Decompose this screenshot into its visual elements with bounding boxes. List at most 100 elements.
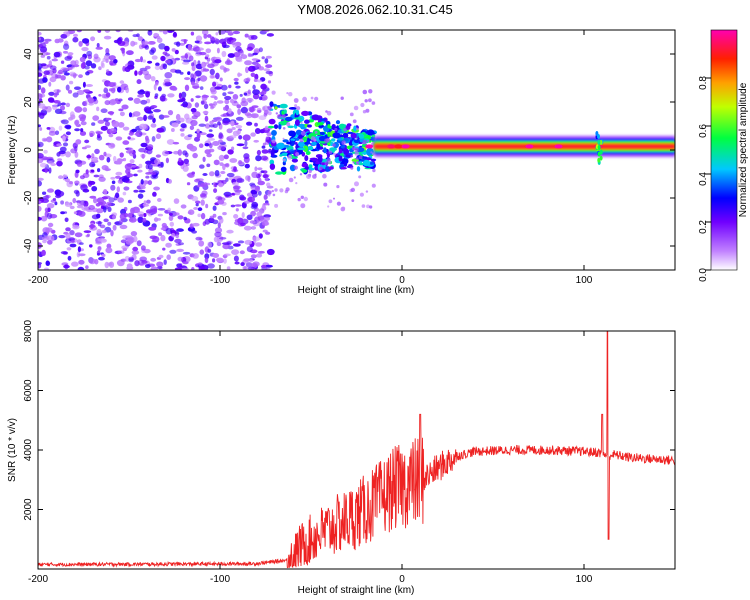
- noise-blob: [110, 87, 116, 94]
- spectrogram-y-label: Frequency (Hz): [7, 116, 18, 185]
- noise-blob: [167, 207, 171, 213]
- noise-blob: [247, 175, 251, 182]
- noise-blob: [162, 150, 169, 157]
- transition-blob: [269, 159, 275, 165]
- transition-halo-dot: [333, 197, 335, 200]
- noise-blob: [101, 229, 107, 234]
- noise-blob: [157, 198, 162, 202]
- noise-blob: [118, 108, 124, 112]
- transition-halo-dot: [310, 136, 316, 141]
- noise-blob: [214, 59, 222, 64]
- transition-halo-dot: [282, 127, 286, 130]
- noise-blob: [198, 266, 205, 270]
- x-tick-label: -200: [28, 275, 48, 286]
- noise-blob: [54, 74, 59, 79]
- noise-blob: [90, 223, 94, 230]
- noise-blob: [80, 184, 88, 191]
- noise-blob: [40, 63, 47, 67]
- noise-blob: [242, 265, 248, 270]
- noise-blob: [93, 197, 98, 204]
- noise-blob: [251, 58, 259, 61]
- noise-blob: [58, 125, 63, 131]
- noise-blob: [40, 215, 48, 222]
- noise-blob: [123, 186, 130, 191]
- noise-blob: [100, 125, 108, 131]
- noise-blob: [223, 106, 227, 111]
- noise-blob: [142, 59, 147, 63]
- noise-blob: [261, 264, 267, 269]
- noise-blob: [213, 159, 220, 166]
- noise-blob: [158, 232, 163, 237]
- transition-blob: [331, 124, 336, 130]
- noise-blob: [210, 105, 214, 110]
- transition-halo-dot: [368, 89, 373, 94]
- noise-blob: [97, 245, 102, 252]
- noise-blob: [252, 52, 258, 56]
- x-tick-label: 100: [576, 275, 593, 286]
- noise-blob: [67, 67, 73, 70]
- noise-blob: [116, 158, 123, 165]
- transition-blob: [294, 117, 302, 120]
- noise-blob: [225, 177, 229, 182]
- noise-blob: [72, 224, 80, 230]
- noise-blob: [200, 193, 207, 198]
- noise-blob: [179, 42, 185, 46]
- noise-blob: [57, 158, 62, 162]
- noise-blob: [207, 241, 213, 248]
- noise-blob: [197, 60, 201, 66]
- x-tick-label: 100: [576, 574, 593, 585]
- transition-halo-dot: [276, 114, 282, 119]
- noise-blob: [227, 108, 232, 114]
- transition-halo-dot: [293, 98, 299, 103]
- noise-blob: [66, 247, 72, 251]
- transition-halo-dot: [354, 147, 359, 152]
- transition-blob: [317, 155, 323, 163]
- noise-blob: [215, 32, 219, 36]
- noise-blob: [208, 129, 213, 132]
- transition-blob: [282, 139, 289, 143]
- transition-halo-dot: [322, 173, 327, 179]
- noise-blob: [105, 153, 112, 158]
- noise-blob: [70, 60, 77, 66]
- noise-blob: [242, 134, 251, 141]
- noise-blob: [65, 232, 71, 240]
- transition-blob: [321, 162, 326, 166]
- transition-halo-dot: [351, 199, 355, 203]
- noise-blob: [240, 106, 248, 114]
- transition-blob: [273, 124, 279, 129]
- noise-blob: [250, 113, 259, 119]
- noise-blob: [114, 98, 119, 102]
- disturbance-blob: [597, 145, 601, 150]
- noise-blob: [173, 150, 179, 155]
- noise-blob: [131, 128, 138, 133]
- noise-blob: [56, 152, 61, 157]
- noise-blob: [162, 30, 168, 35]
- noise-blob: [258, 47, 263, 53]
- noise-blob: [262, 174, 269, 179]
- noise-blob: [257, 79, 262, 83]
- noise-blob: [93, 174, 100, 178]
- noise-blob: [70, 148, 78, 154]
- noise-blob: [69, 243, 77, 248]
- noise-blob: [160, 234, 166, 242]
- noise-blob: [93, 53, 99, 60]
- noise-blob: [246, 214, 253, 221]
- noise-blob: [38, 216, 42, 221]
- noise-blob: [85, 71, 90, 76]
- noise-blob: [52, 104, 58, 111]
- noise-blob: [146, 98, 151, 104]
- noise-blob: [198, 240, 205, 247]
- noise-blob: [251, 171, 259, 178]
- transition-halo-dot: [355, 127, 359, 131]
- noise-blob: [181, 91, 187, 99]
- noise-blob: [115, 171, 123, 176]
- noise-blob: [82, 38, 90, 44]
- transition-blob: [279, 103, 288, 109]
- noise-blob: [235, 85, 241, 89]
- transition-blob: [338, 155, 343, 162]
- transition-blob: [327, 124, 331, 129]
- noise-blob: [150, 174, 159, 180]
- noise-blob: [108, 82, 116, 88]
- noise-blob: [117, 197, 124, 203]
- noise-blob: [212, 123, 218, 128]
